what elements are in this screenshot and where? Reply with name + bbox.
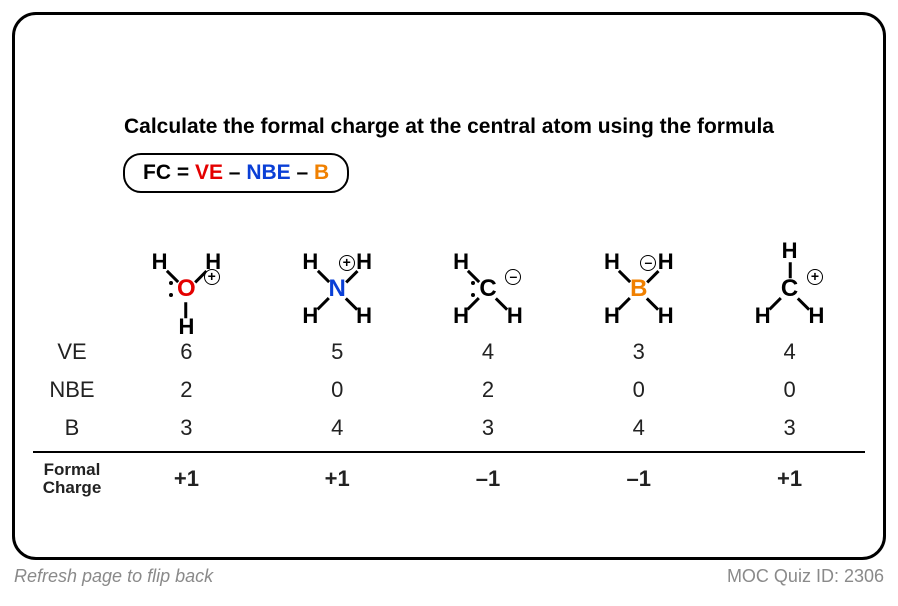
h-atom: H: [152, 249, 168, 275]
lone-pair: [471, 281, 477, 297]
bond: [788, 262, 791, 278]
bond: [316, 298, 329, 311]
footer: Refresh page to flip back MOC Quiz ID: 2…: [14, 566, 884, 587]
nbe-value: 0: [714, 371, 865, 409]
b-value: 4: [262, 409, 413, 447]
fc-label: Formal Charge: [33, 455, 111, 503]
mol-cell: BHHHH–: [563, 213, 714, 333]
minus-charge-icon: –: [505, 269, 521, 285]
b-value: 3: [714, 409, 865, 447]
molecule-NH4+: NHHHH+: [272, 223, 402, 333]
fc-value: +1: [262, 460, 413, 498]
b-label: B: [33, 409, 111, 447]
b-value: 3: [111, 409, 262, 447]
center-atom: N: [329, 275, 346, 303]
plus-charge-icon: +: [339, 255, 355, 271]
h-atom: H: [782, 238, 798, 264]
ve-label: VE: [33, 333, 111, 371]
bond: [769, 298, 782, 311]
molecule-row: OHHH+ NHHHH+ CHHH– BHHHH– CHHH+: [33, 213, 865, 333]
formula-nbe: NBE: [246, 161, 290, 184]
nbe-row: NBE 2 0 2 0 0: [33, 371, 865, 409]
h-atom: H: [178, 314, 194, 340]
nbe-value: 0: [563, 371, 714, 409]
plus-charge-icon: +: [807, 269, 823, 285]
h-atom: H: [356, 249, 372, 275]
formula-ve: VE: [195, 161, 223, 184]
mol-cell: OHHH+: [111, 213, 262, 333]
center-atom: O: [177, 275, 196, 303]
formula-sep1: –: [223, 161, 246, 184]
b-row: B 3 4 3 4 3: [33, 409, 865, 447]
plus-charge-icon: +: [204, 269, 220, 285]
h-atom: H: [507, 303, 523, 329]
ve-value: 4: [714, 333, 865, 371]
molecule-H3O+: OHHH+: [121, 223, 251, 333]
fc-value: –1: [563, 460, 714, 498]
ve-row: VE 6 5 4 3 4: [33, 333, 865, 371]
b-value: 3: [413, 409, 564, 447]
molecule-CH3-: CHHH–: [423, 223, 553, 333]
formula-box: FC = VE – NBE – B: [123, 153, 349, 193]
h-atom: H: [604, 249, 620, 275]
mol-cell: NHHHH+: [262, 213, 413, 333]
label-spacer: [33, 321, 111, 333]
divider-line: [33, 451, 865, 453]
h-atom: H: [658, 249, 674, 275]
h-atom: H: [302, 249, 318, 275]
lone-pair: [169, 281, 175, 297]
fc-label-1: Formal: [44, 460, 101, 479]
h-atom: H: [755, 303, 771, 329]
center-atom: C: [781, 275, 798, 303]
molecule-BH4-: BHHHH–: [574, 223, 704, 333]
nbe-label: NBE: [33, 371, 111, 409]
fc-value: –1: [413, 460, 564, 498]
h-atom: H: [808, 303, 824, 329]
nbe-value: 2: [111, 371, 262, 409]
nbe-value: 0: [262, 371, 413, 409]
mol-cell: CH H H +: [714, 213, 865, 333]
ve-value: 5: [262, 333, 413, 371]
h-atom: H: [302, 303, 318, 329]
fc-value: +1: [111, 460, 262, 498]
molecule-CH3+: CH H H +: [725, 223, 855, 333]
formula-sep2: –: [291, 161, 314, 184]
ve-value: 4: [413, 333, 564, 371]
bond: [618, 298, 631, 311]
ve-value: 3: [563, 333, 714, 371]
mol-cell: CHHH–: [413, 213, 564, 333]
data-table: OHHH+ NHHHH+ CHHH– BHHHH– CHHH+ VE 6 5 4…: [33, 213, 865, 503]
h-atom: H: [453, 249, 469, 275]
formula-b: B: [314, 161, 329, 184]
bond: [467, 298, 480, 311]
h-atom: H: [356, 303, 372, 329]
h-atom: H: [604, 303, 620, 329]
minus-charge-icon: –: [640, 255, 656, 271]
refresh-hint: Refresh page to flip back: [14, 566, 213, 587]
fc-label-2: Charge: [43, 478, 102, 497]
nbe-value: 2: [413, 371, 564, 409]
quiz-card: Calculate the formal charge at the centr…: [12, 12, 886, 560]
instruction-text: Calculate the formal charge at the centr…: [15, 115, 883, 139]
h-atom: H: [658, 303, 674, 329]
quiz-id: MOC Quiz ID: 2306: [727, 566, 884, 587]
b-value: 4: [563, 409, 714, 447]
fc-value: +1: [714, 460, 865, 498]
fc-row: Formal Charge +1 +1 –1 –1 +1: [33, 455, 865, 503]
formula-lead: FC =: [143, 161, 195, 184]
h-atom: H: [453, 303, 469, 329]
